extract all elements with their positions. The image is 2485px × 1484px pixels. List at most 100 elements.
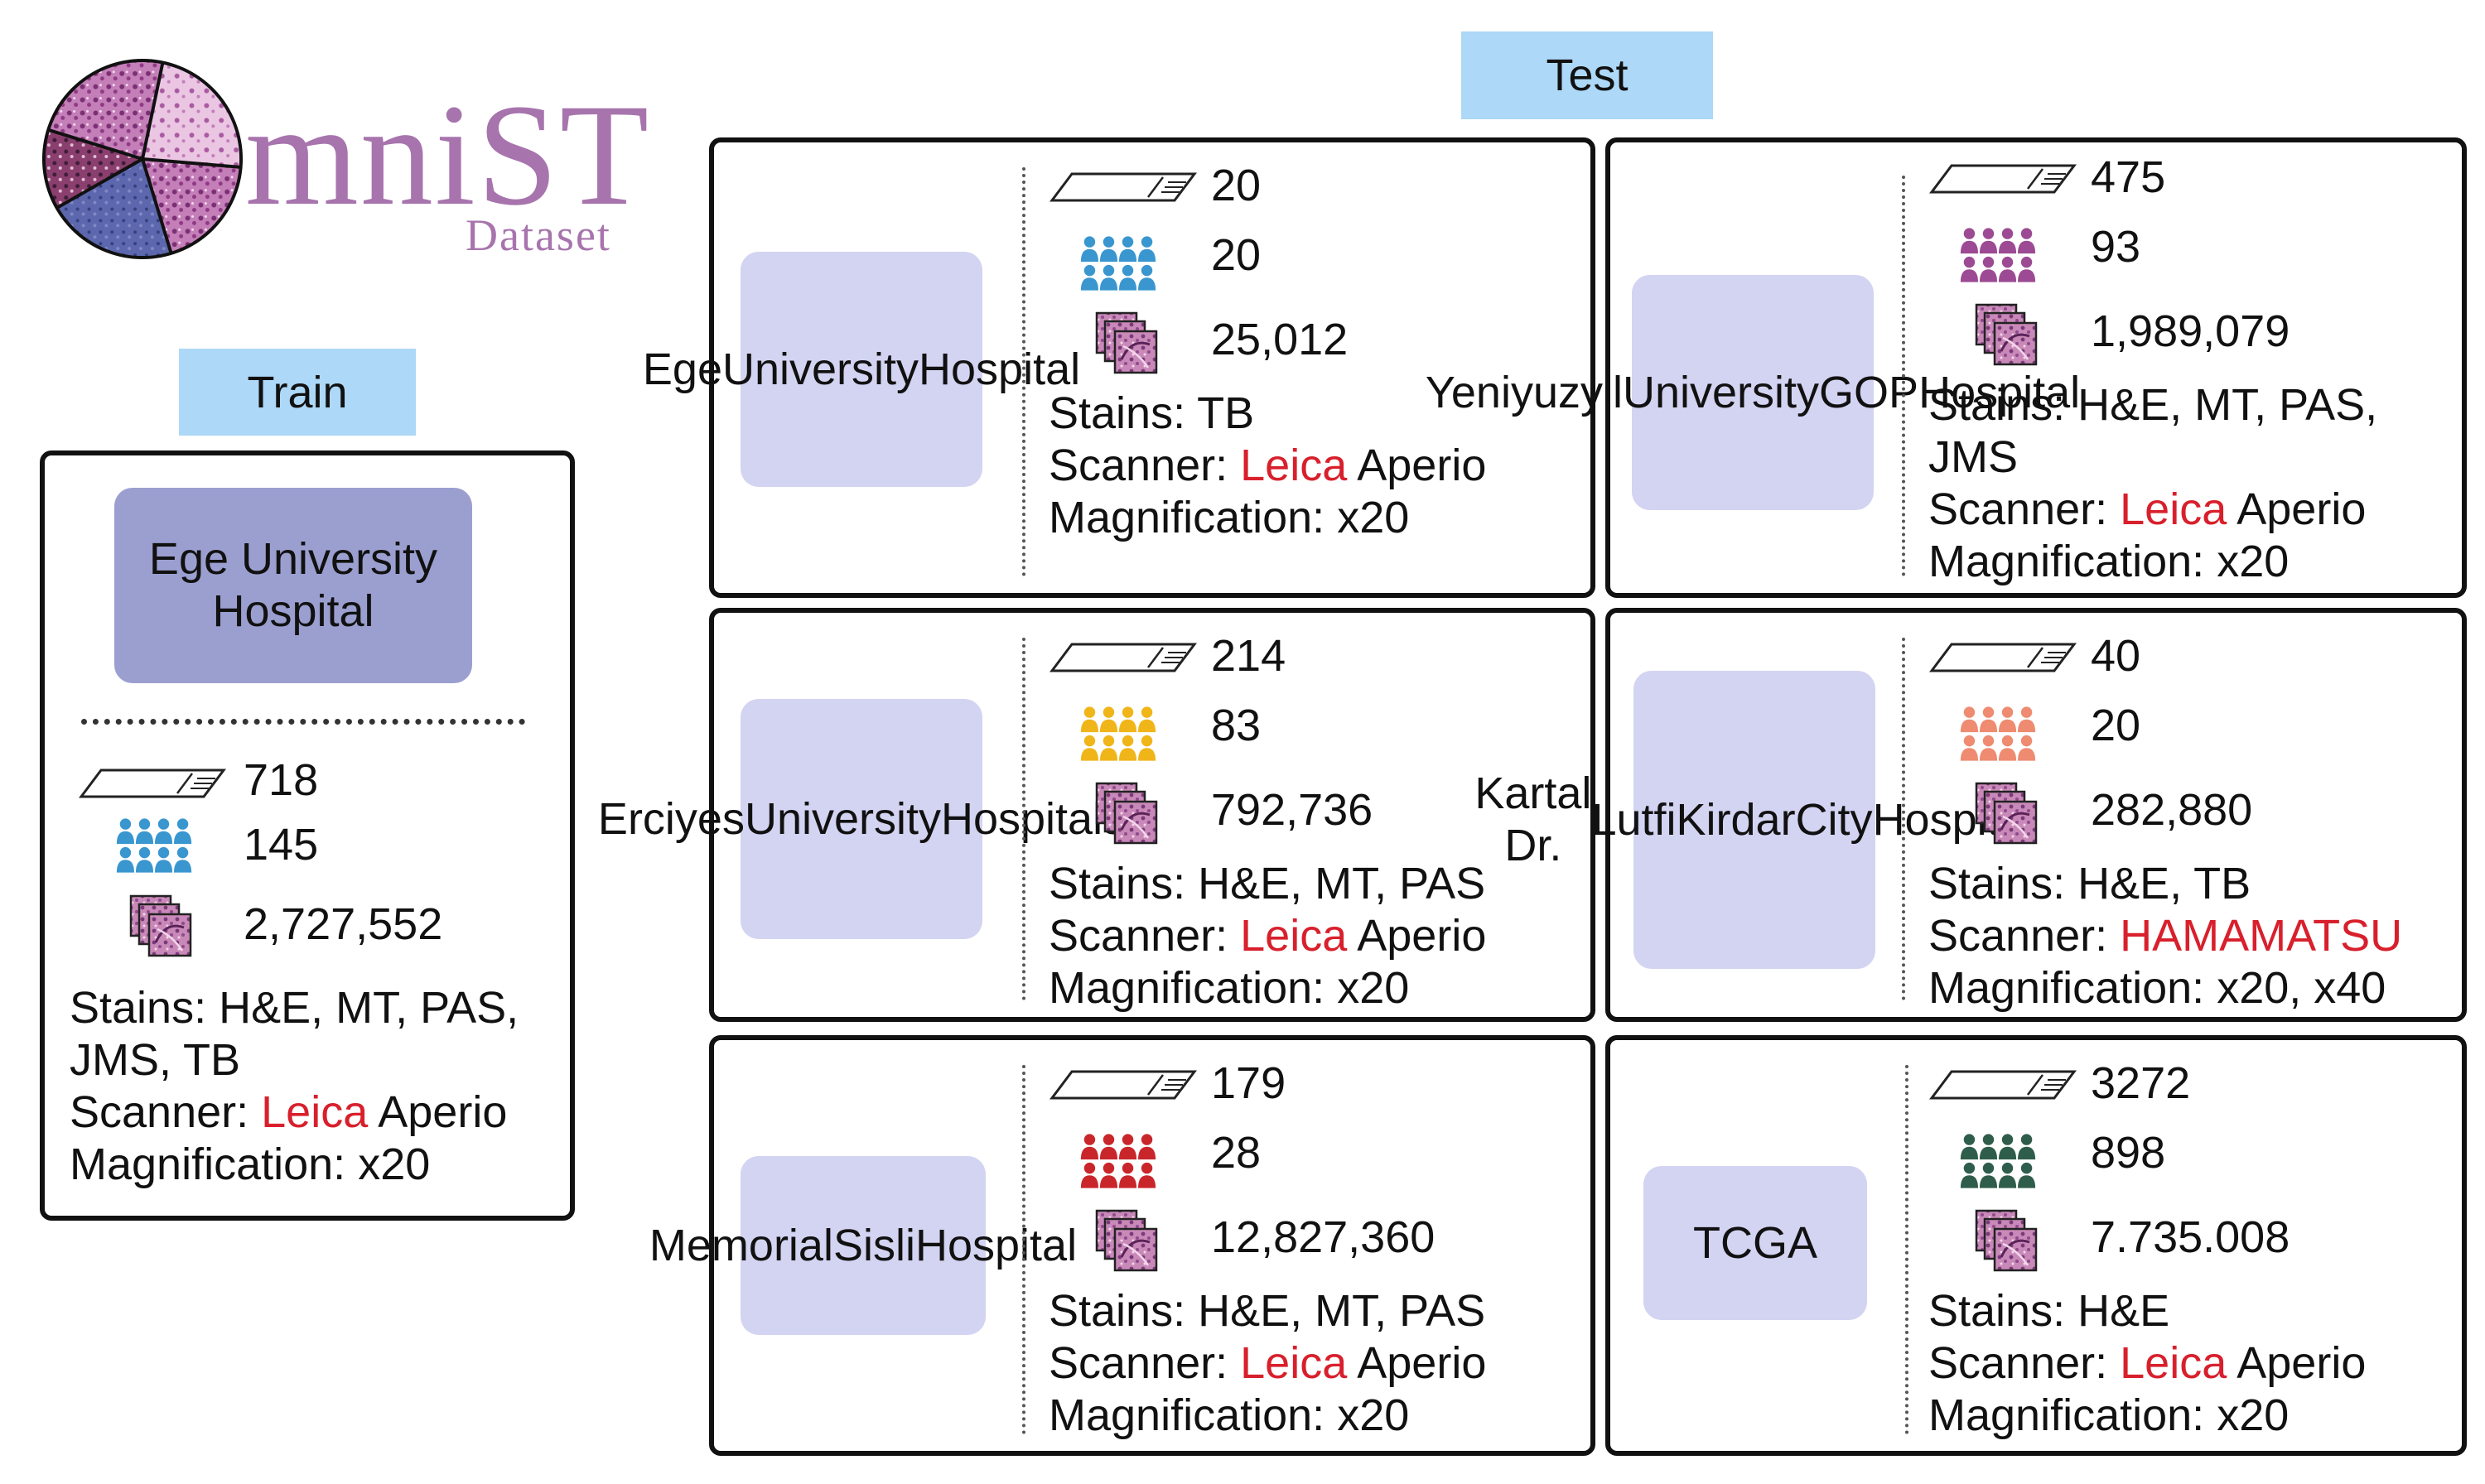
stains-value: H&E, MT, PAS, xyxy=(2077,380,2378,430)
test-panel: Yeniyuzyil University GOP Hospital 475 93 1,98… xyxy=(1426,137,2467,598)
slide-icon xyxy=(1049,641,1198,674)
scanner-brand: Leica xyxy=(2120,1338,2227,1388)
test-info-block: Stains: TB Scanner: Leica Aperio Magnifica… xyxy=(1049,388,1487,542)
test-hospital-name: Memorial Sisli Hospital xyxy=(649,1156,1077,1335)
people-group-icon xyxy=(1958,1131,2038,1191)
logo-subtitle: Dataset xyxy=(466,210,611,260)
train-scanner-brand: Leica xyxy=(261,1087,369,1137)
scanner-brand: HAMAMATSU xyxy=(2120,911,2403,961)
test-slides-count: 179 xyxy=(1211,1058,1286,1108)
test-panel: Erciyes University Hospitals 214 83 792,736 St… xyxy=(598,608,1595,1022)
test-panel: Memorial Sisli Hospital 179 28 12,827,360 Stai… xyxy=(649,1035,1595,1456)
test-patches-count: 282,880 xyxy=(2091,785,2253,835)
logo-wordmark: mniST xyxy=(245,75,651,236)
train-panel: Ege University Hospital 718 145 2,727,55… xyxy=(40,450,575,1221)
tissue-patches-icon xyxy=(1093,1207,1160,1274)
hospital-name-line: Hospitals xyxy=(941,793,1126,844)
slide-icon xyxy=(1928,1068,2077,1101)
test-hospital-name: TCGA xyxy=(1643,1166,1867,1320)
slide-icon xyxy=(1928,162,2077,195)
magnification-value: x20 xyxy=(1337,963,1410,1013)
hospital-name-line: Memorial xyxy=(649,1220,833,1270)
scanner-model: Aperio xyxy=(2227,484,2367,534)
test-patients-count: 20 xyxy=(2091,701,2141,750)
test-hospital-name: Kartal Dr. Lutfi Kirdar City Hospital xyxy=(1474,671,2034,969)
test-slides-count: 20 xyxy=(1211,161,1262,210)
panel-divider xyxy=(1902,638,1905,1000)
people-group-icon xyxy=(114,816,194,875)
magnification-value: x20 xyxy=(1337,1390,1410,1440)
test-patients-count: 83 xyxy=(1211,701,1262,750)
test-slides-count: 3272 xyxy=(2091,1058,2191,1108)
logo-disc-icon xyxy=(41,58,244,260)
test-info-block: Stains: H&E, TB Scanner: HAMAMATSU Magnifi… xyxy=(1928,859,2403,1013)
hospital-name-line: Hospital xyxy=(1918,367,2081,417)
scanner-brand: Leica xyxy=(1240,911,1348,961)
hospital-name-line: University xyxy=(721,344,919,394)
scanner-model: Aperio xyxy=(1347,911,1487,961)
hospital-name-line: Ege xyxy=(642,344,722,394)
panel-divider xyxy=(1022,638,1025,1000)
hospital-name-line: Yeniyuzyil xyxy=(1425,367,1623,417)
test-panel: Ege University Hospital 20 20 25,012 Stains: T… xyxy=(643,137,1595,598)
people-group-icon xyxy=(1078,704,1158,764)
test-patches-count: 1,989,079 xyxy=(2091,306,2290,356)
train-divider xyxy=(81,719,525,725)
test-slides-count: 214 xyxy=(1211,631,1286,681)
test-hospital-name: Yeniyuzyil University GOP Hospital xyxy=(1426,275,2080,510)
stains-value: TB xyxy=(1197,388,1255,438)
test-info-block: Stains: H&E, MT, PAS Scanner: Leica Aperi… xyxy=(1049,1286,1487,1440)
stains-value-cont: JMS xyxy=(1928,432,2018,482)
test-slides-count: 40 xyxy=(2091,631,2141,681)
scanner-brand: Leica xyxy=(2120,484,2227,534)
panel-divider xyxy=(1022,167,1025,576)
tissue-patches-icon xyxy=(1093,310,1160,376)
test-patches-count: 12,827,360 xyxy=(1211,1212,1436,1262)
train-hospital-name: Ege University Hospital xyxy=(114,488,472,683)
hospital-name-line: Kirdar xyxy=(1676,794,1796,845)
test-label: Test xyxy=(1461,31,1713,119)
slide-icon xyxy=(78,767,227,800)
tissue-patches-icon xyxy=(1973,301,2039,368)
test-info-block: Stains: H&E Scanner: Leica Aperio Magnific… xyxy=(1928,1286,2367,1440)
magnification-value: x20, x40 xyxy=(2217,963,2386,1013)
tissue-patches-icon xyxy=(1093,780,1160,846)
test-patients-count: 93 xyxy=(2091,222,2141,272)
hospital-name-line: TCGA xyxy=(1692,1217,1817,1268)
hospital-name-line: Erciyes xyxy=(597,793,745,844)
test-patches-count: 7.735.008 xyxy=(2091,1212,2290,1262)
slide-icon xyxy=(1049,171,1198,204)
stains-value: H&E, MT, PAS xyxy=(1198,1286,1486,1336)
test-panel: TCGA 3272 898 7.735.008 Stains: H&E Scanner: … xyxy=(1605,1035,2467,1456)
magnification-value: x20 xyxy=(2217,1390,2290,1440)
test-patches-count: 25,012 xyxy=(1211,315,1349,364)
stains-value: H&E, TB xyxy=(2077,859,2251,908)
panel-divider xyxy=(1022,1065,1025,1434)
stains-value: H&E xyxy=(2077,1286,2170,1336)
scanner-brand: Leica xyxy=(1240,1338,1348,1388)
slide-icon xyxy=(1049,1068,1198,1101)
hospital-name-line: City xyxy=(1795,794,1873,845)
train-stains: Stains: H&E, MT, PAS, JMS, TB Scanner: L… xyxy=(70,983,519,1189)
train-label: Train xyxy=(179,349,416,436)
test-slides-count: 475 xyxy=(2091,152,2166,202)
scanner-brand: Leica xyxy=(1240,441,1348,490)
hospital-name-line: Lutfi xyxy=(1591,794,1677,845)
test-patches-count: 792,736 xyxy=(1211,785,1373,835)
scanner-model: Aperio xyxy=(1347,441,1487,490)
hospital-name-line: Hospital xyxy=(914,1220,1078,1270)
people-group-icon xyxy=(1958,225,2038,285)
magnification-value: x20 xyxy=(1337,493,1410,542)
hospital-name-line: University xyxy=(744,793,941,844)
test-hospital-name: Ege University Hospital xyxy=(643,252,1080,487)
people-group-icon xyxy=(1958,704,2038,764)
test-patients-count: 20 xyxy=(1211,230,1262,280)
tissue-patches-icon xyxy=(1973,780,2039,846)
hospital-name-line: Hospital xyxy=(919,344,1081,394)
hospital-name-line: University xyxy=(1623,367,1820,417)
tissue-patches-icon xyxy=(128,893,194,959)
panel-divider xyxy=(1905,1065,1908,1434)
hospital-name-line: Kartal Dr. xyxy=(1474,768,1592,870)
panel-divider xyxy=(1902,176,1905,576)
tissue-patches-icon xyxy=(1973,1207,2039,1274)
